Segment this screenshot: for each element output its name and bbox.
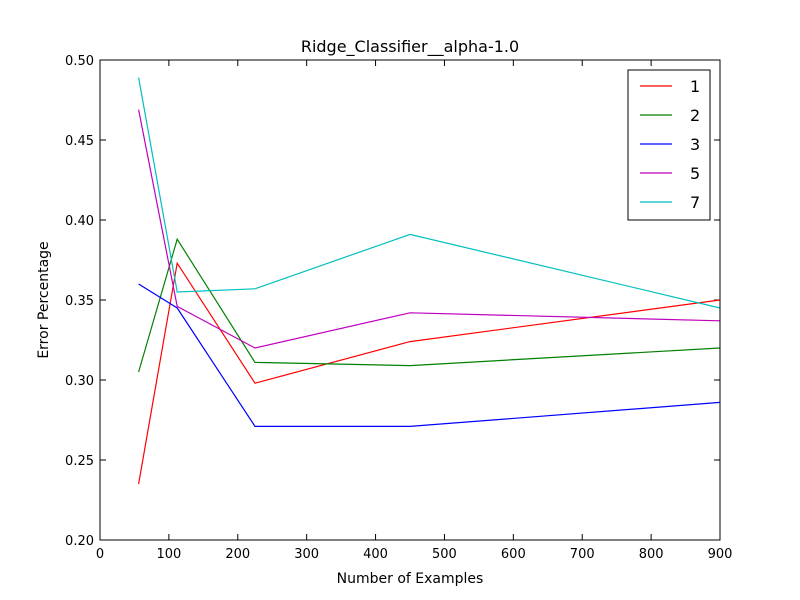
- x-tick-label: 400: [363, 547, 388, 562]
- x-tick-label: 800: [639, 547, 664, 562]
- legend-label-3: 3: [690, 135, 700, 154]
- series-line-1: [138, 261, 721, 485]
- axis-ticks: 0 100 200 300 400 500 600 700 800 900 0.20 0.25 0.30…: [65, 54, 732, 562]
- y-tick-label: 0.50: [65, 54, 94, 69]
- series-line-2: [138, 237, 721, 373]
- series-line-5: [138, 109, 721, 349]
- legend: 1 2 3 5 7: [627, 69, 711, 221]
- legend-label-5: 5: [690, 164, 700, 183]
- x-tick-label: 0: [96, 547, 104, 562]
- y-tick-label: 0.30: [65, 374, 94, 389]
- series-line-7: [138, 77, 721, 309]
- y-tick-label: 0.45: [65, 134, 94, 149]
- y-tick-label: 0.20: [65, 534, 94, 549]
- x-tick-label: 600: [501, 547, 526, 562]
- plot-frame: [99, 59, 721, 541]
- legend-label-7: 7: [690, 193, 700, 212]
- x-tick-label: 200: [225, 547, 250, 562]
- x-tick-label: 700: [570, 547, 595, 562]
- y-tick-label: 0.40: [65, 214, 94, 229]
- legend-label-1: 1: [690, 77, 700, 96]
- x-tick-label: 500: [432, 547, 457, 562]
- y-tick-label: 0.25: [65, 454, 94, 469]
- x-tick-label: 900: [708, 547, 733, 562]
- legend-label-2: 2: [690, 106, 700, 125]
- series-lines: [138, 77, 721, 485]
- series-line-3: [138, 283, 721, 427]
- chart-title: Ridge_Classifier__alpha-1.0: [301, 37, 519, 57]
- x-tick-label: 300: [294, 547, 319, 562]
- x-tick-label: 100: [156, 547, 181, 562]
- legend-box: [627, 69, 711, 221]
- x-axis-label: Number of Examples: [337, 571, 484, 587]
- y-tick-label: 0.35: [65, 294, 94, 309]
- y-axis-label: Error Percentage: [36, 241, 52, 358]
